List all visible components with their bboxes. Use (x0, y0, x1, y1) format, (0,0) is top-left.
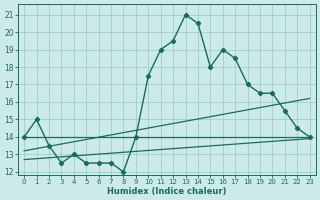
X-axis label: Humidex (Indice chaleur): Humidex (Indice chaleur) (107, 187, 227, 196)
